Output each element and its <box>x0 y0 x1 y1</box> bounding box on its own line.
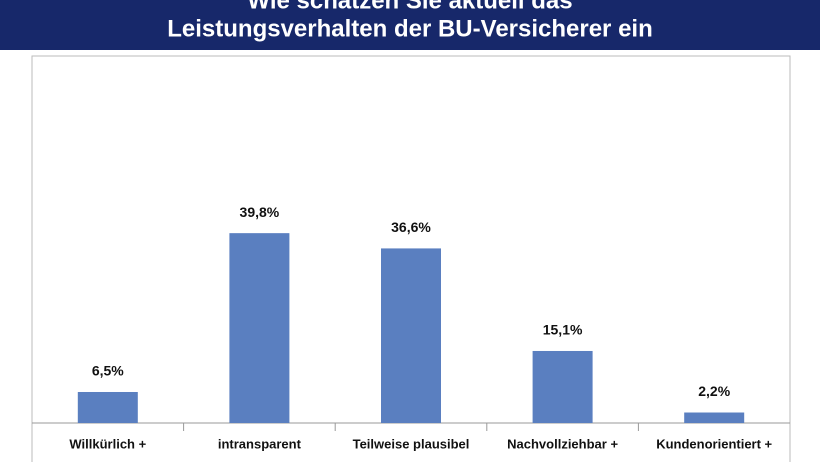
bar <box>684 412 745 423</box>
value-label: 36,6% <box>391 219 431 235</box>
x-tick-label: Willkürlich + <box>69 436 146 451</box>
bar <box>77 391 138 423</box>
value-label: 39,8% <box>240 204 280 220</box>
bar <box>381 248 441 423</box>
chart-title: Wie schätzen Sie aktuell das <box>247 0 572 14</box>
x-tick-label: Kundenorientiert + <box>656 436 772 451</box>
x-tick-label: Nachvollziehbar + <box>507 436 618 451</box>
value-label: 15,1% <box>543 322 583 338</box>
x-tick-label: intransparent <box>218 436 302 451</box>
bar <box>532 350 593 423</box>
bar <box>229 233 290 423</box>
x-tick-label: Teilweise plausibel <box>353 436 470 451</box>
chart-title: Leistungsverhalten der BU-Versicherer ei… <box>167 15 653 42</box>
value-label: 2,2% <box>698 383 730 399</box>
value-label: 6,5% <box>92 363 124 379</box>
title-banner <box>0 0 820 50</box>
